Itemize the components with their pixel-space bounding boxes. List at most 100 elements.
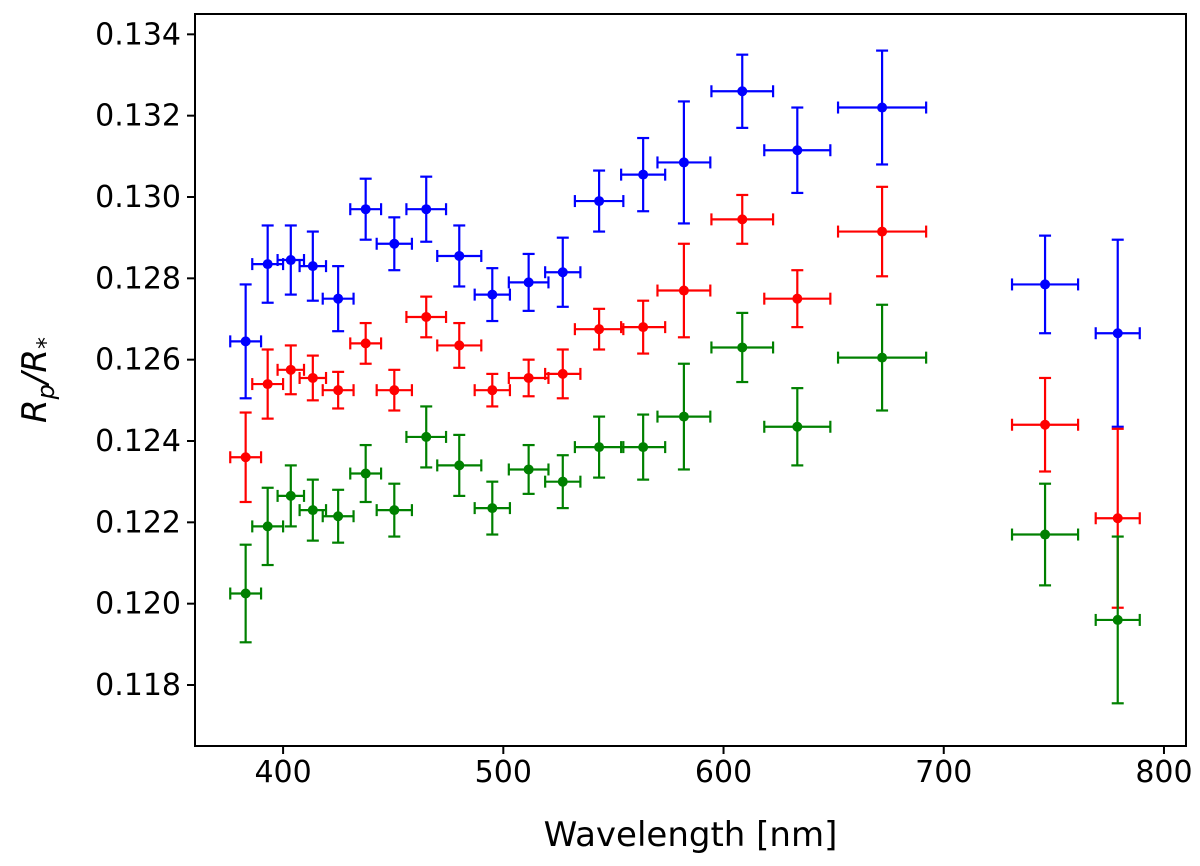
data-point-red	[405, 295, 448, 339]
data-point-red	[620, 299, 667, 355]
data-point-green	[836, 303, 928, 412]
data-point-blue	[405, 175, 448, 243]
data-point-blue	[836, 49, 928, 166]
marker	[557, 267, 568, 278]
marker	[1112, 328, 1123, 339]
marker	[333, 385, 344, 396]
marker	[737, 342, 748, 353]
data-point-red	[710, 193, 775, 245]
data-point-blue	[251, 224, 285, 304]
data-point-red	[1010, 376, 1080, 473]
y-axis-label-slash: /R	[15, 349, 55, 387]
marker	[240, 336, 251, 347]
data-point-red	[763, 269, 832, 329]
data-point-blue	[1094, 238, 1141, 428]
data-point-green	[1094, 535, 1141, 705]
x-tick-label: 700	[915, 755, 972, 790]
y-axis-label-sub: p	[32, 384, 60, 400]
marker	[389, 238, 400, 249]
marker	[421, 204, 432, 215]
marker	[557, 476, 568, 487]
data-point-green	[405, 405, 448, 469]
data-point-blue	[620, 136, 667, 213]
y-tick-label: 0.126	[95, 343, 181, 378]
marker	[638, 169, 649, 180]
y-ticks: 0.118 0.120 0.122 0.124 0.126 0.128 0.130 0.132…	[95, 17, 195, 703]
marker	[523, 464, 534, 475]
marker	[737, 214, 748, 225]
x-ticks: 400 500 600 700 800	[254, 746, 1193, 790]
data-point-blue	[763, 106, 832, 195]
data-point-red	[473, 372, 512, 408]
y-axis-label: Rp/R*	[15, 337, 60, 423]
y-tick-label: 0.124	[95, 424, 181, 459]
data-layer	[229, 49, 1141, 705]
data-point-red	[544, 348, 582, 400]
marker	[307, 505, 318, 516]
marker	[523, 372, 534, 383]
marker	[333, 293, 344, 304]
marker	[262, 259, 273, 270]
x-tick-label: 600	[695, 755, 752, 790]
data-point-red	[229, 411, 263, 504]
marker	[877, 226, 888, 237]
data-point-red	[656, 242, 712, 339]
marker	[307, 261, 318, 272]
data-point-blue	[276, 224, 306, 296]
data-point-red	[573, 307, 625, 351]
marker	[737, 86, 748, 97]
data-point-green	[507, 443, 550, 495]
data-point-blue	[507, 252, 550, 312]
marker	[454, 340, 465, 351]
data-point-blue	[229, 283, 263, 400]
marker	[487, 385, 498, 396]
data-point-blue	[298, 230, 328, 302]
data-point-red	[836, 185, 928, 278]
marker	[454, 250, 465, 261]
data-point-green	[620, 413, 667, 481]
data-point-green	[276, 464, 306, 528]
marker	[307, 372, 318, 383]
y-tick-label: 0.122	[95, 505, 181, 540]
marker	[1040, 419, 1051, 430]
marker	[594, 196, 605, 207]
marker	[678, 157, 689, 168]
series-red	[229, 185, 1141, 609]
marker	[487, 503, 498, 514]
marker	[285, 255, 296, 266]
marker	[262, 379, 273, 390]
marker	[487, 289, 498, 300]
marker	[454, 460, 465, 471]
x-tick-label: 400	[254, 755, 311, 790]
marker	[638, 442, 649, 453]
marker	[792, 293, 803, 304]
plot-frame	[194, 13, 1187, 747]
marker	[678, 411, 689, 422]
x-tick-label: 500	[475, 755, 532, 790]
marker	[877, 102, 888, 113]
data-point-green	[1010, 482, 1080, 587]
data-point-red	[507, 358, 550, 398]
series-green	[229, 303, 1141, 705]
marker	[360, 468, 371, 479]
marker	[262, 521, 273, 532]
marker	[360, 204, 371, 215]
data-point-green	[656, 362, 712, 471]
y-axis-label-main: R	[15, 399, 55, 423]
marker	[1040, 529, 1051, 540]
y-tick-label: 0.130	[95, 180, 181, 215]
marker	[638, 322, 649, 333]
marker	[389, 505, 400, 516]
data-point-blue	[375, 216, 414, 272]
data-point-blue	[321, 265, 355, 333]
data-point-green	[436, 433, 483, 497]
y-tick-label: 0.134	[95, 17, 181, 52]
data-point-green	[229, 543, 263, 644]
series-blue	[229, 49, 1141, 428]
data-point-red	[349, 321, 383, 365]
y-axis-label-star: *	[32, 337, 60, 349]
marker	[678, 285, 689, 296]
data-point-blue	[473, 267, 512, 323]
marker	[792, 421, 803, 432]
